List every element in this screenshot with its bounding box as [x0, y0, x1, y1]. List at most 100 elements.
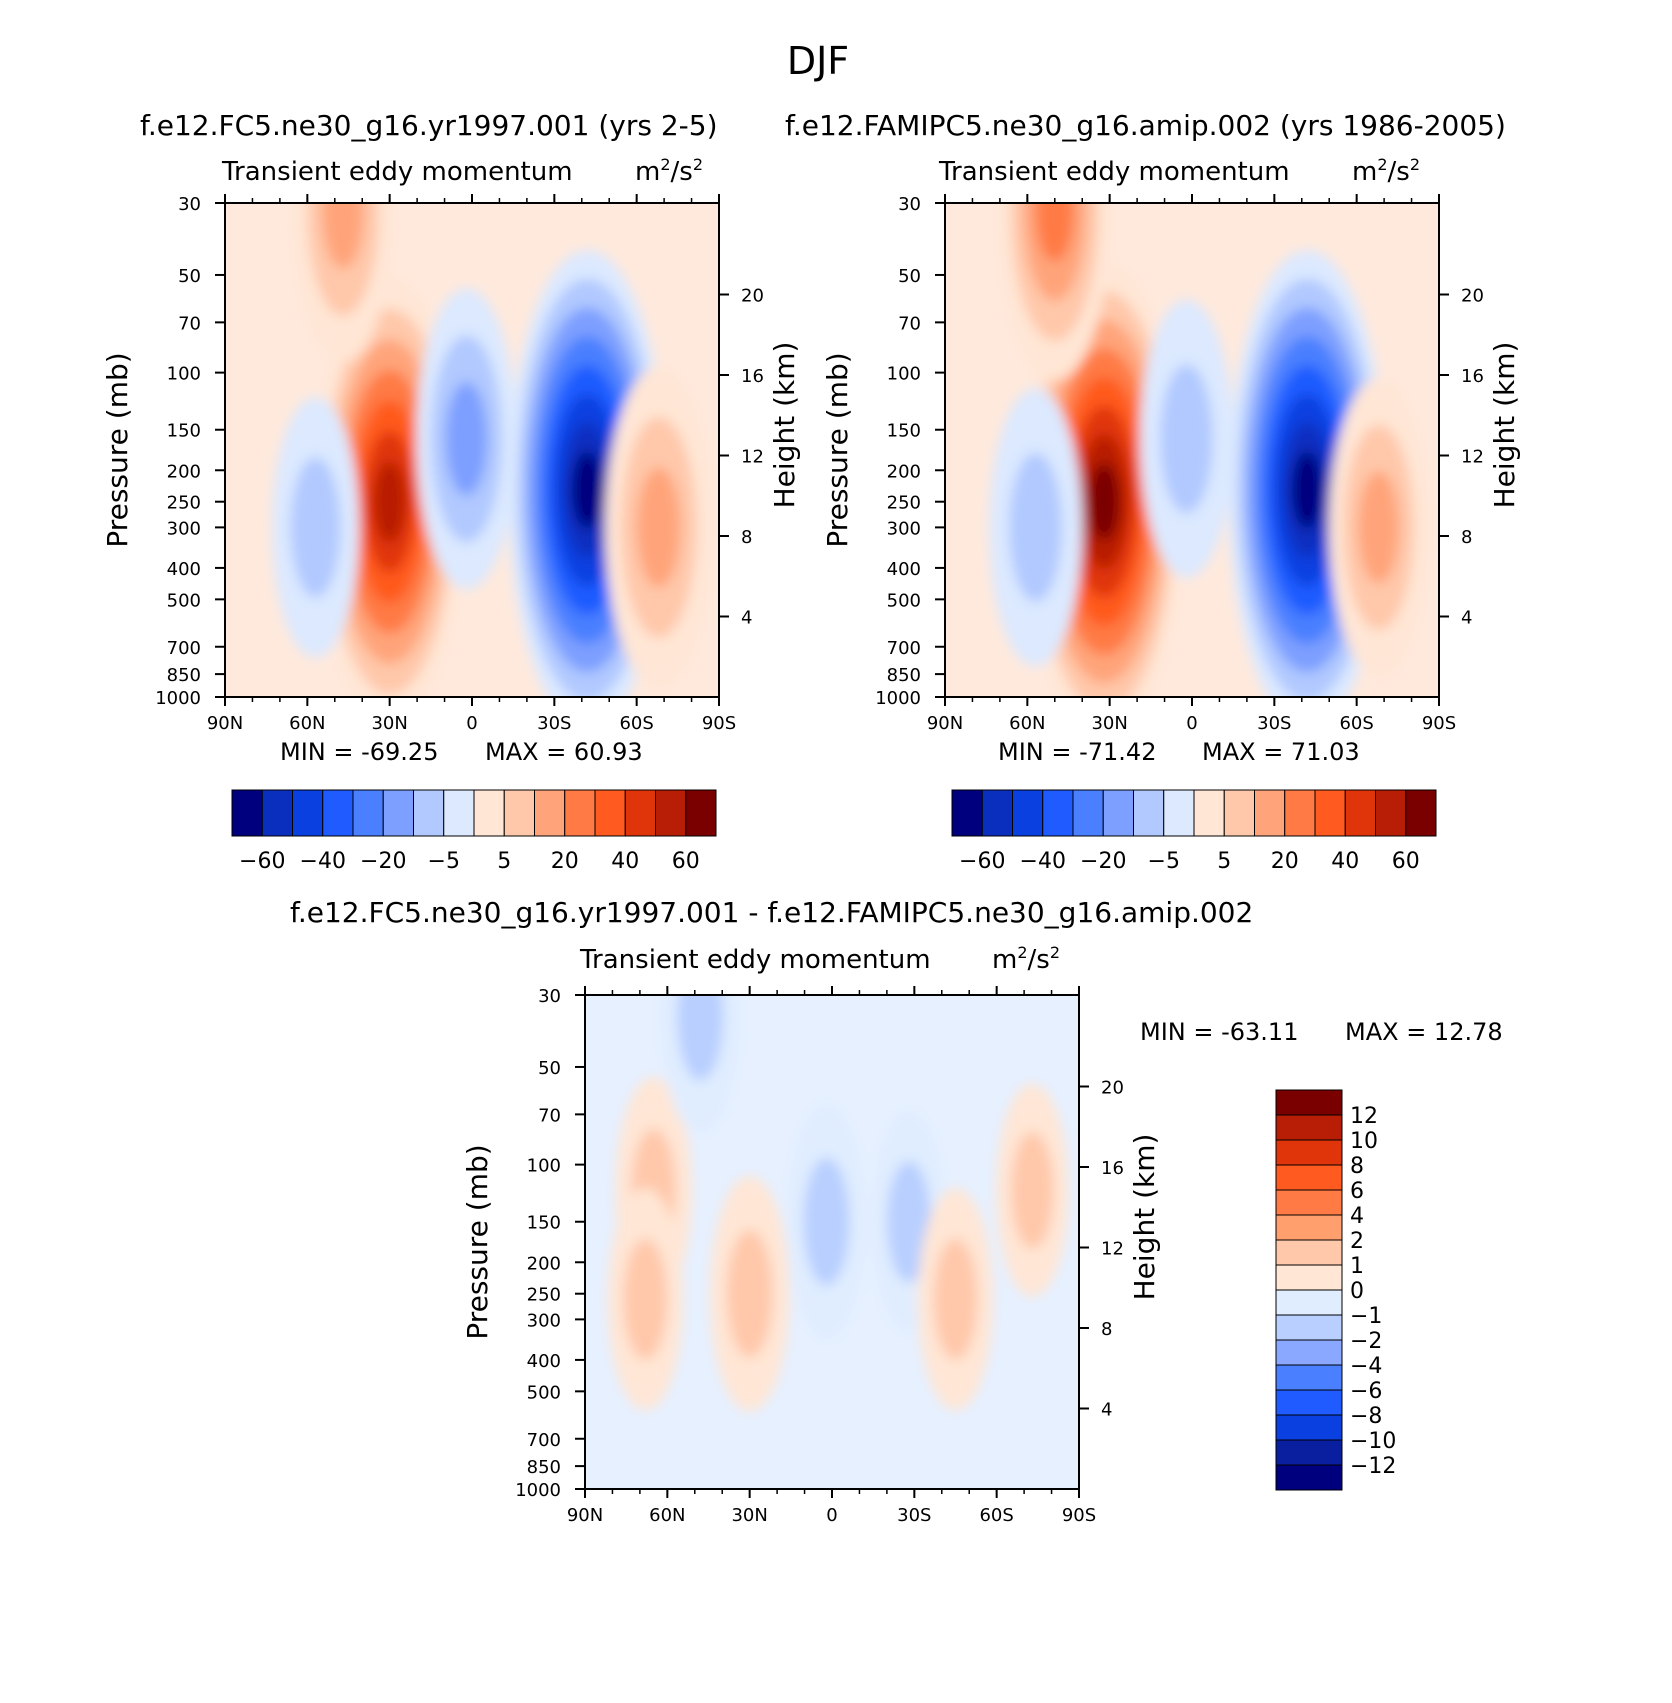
contour-level-positive — [636, 467, 681, 588]
colorbar-label: 20 — [1271, 849, 1299, 874]
colorbar-label: 40 — [1331, 849, 1359, 874]
panel2-subtitle: Transient eddy momentum — [938, 157, 1290, 187]
x-tick-label: 30N — [731, 1505, 767, 1526]
colorbar-box — [951, 789, 983, 837]
x-tick-label: 0 — [826, 1505, 837, 1526]
colorbar-box — [292, 789, 324, 837]
y-tick-label: 700 — [167, 638, 201, 659]
colorbar-control: −60 −40 −20 −5 5 20 40 60 — [231, 789, 717, 874]
colorbar-box — [1275, 1389, 1343, 1416]
contour-level-negative — [677, 995, 724, 1081]
colorbar-box — [1254, 789, 1286, 837]
contour-level-positive — [726, 1229, 773, 1358]
colorbar-label: 8 — [1350, 1154, 1364, 1179]
colorbar-box — [231, 789, 263, 837]
contour-level-positive — [1089, 463, 1120, 541]
y-tick-label: 50 — [898, 266, 921, 287]
colorbar-box — [655, 789, 687, 837]
y-tick-label: 250 — [527, 1285, 561, 1306]
contour-level-positive — [623, 1238, 668, 1360]
y2-tick-label: 20 — [1101, 1077, 1124, 1098]
y-axis-label: Pressure (mb) — [821, 352, 854, 547]
panel-control: 90N 60N 30N 0 30S 60S 90S 30 50 70 100 150 200 250 300… — [101, 194, 801, 734]
y-tick-label: 200 — [527, 1253, 561, 1274]
panel2-max-label: MAX = 71.03 — [1202, 738, 1360, 766]
colorbar-box — [503, 789, 535, 837]
y-tick-label: 250 — [887, 493, 921, 514]
y2-tick-label: 12 — [1101, 1238, 1124, 1259]
y2-axis-label: Height (km) — [1488, 342, 1521, 509]
panel-difference: 90N 60N 30N 0 30S 60S 90S 30 50 70 100 150 200 250 300… — [461, 986, 1161, 1526]
y-tick-label: 200 — [887, 461, 921, 482]
y-tick-label: 100 — [527, 1156, 561, 1177]
y-axis-label: Pressure (mb) — [461, 1144, 494, 1339]
colorbar-label: 60 — [672, 849, 700, 874]
x-tick-label: 30S — [1257, 713, 1291, 734]
colorbar-box — [1314, 789, 1346, 837]
colorbar-label: −5 — [428, 849, 460, 874]
colorbar-label: −4 — [1350, 1354, 1382, 1379]
y2-tick-label: 20 — [741, 285, 764, 306]
colorbar-label: 5 — [1217, 849, 1231, 874]
contour-field — [945, 203, 1439, 697]
y-tick-label: 850 — [527, 1457, 561, 1478]
colorbar-box — [1275, 1239, 1343, 1266]
colorbar-label: 60 — [1392, 849, 1420, 874]
y-tick-label: 250 — [167, 493, 201, 514]
colorbar-box — [1275, 1189, 1343, 1216]
y-tick-label: 150 — [167, 421, 201, 442]
colorbar-box — [352, 789, 384, 837]
x-tick-label: 60N — [649, 1505, 685, 1526]
y-tick-label: 70 — [538, 1105, 561, 1126]
x-tick-label: 90N — [927, 713, 963, 734]
colorbar-box — [1133, 789, 1165, 837]
y-tick-label: 400 — [887, 559, 921, 580]
contour-level-negative — [290, 457, 341, 598]
colorbar-box — [1375, 789, 1407, 837]
colorbar-box — [1275, 1139, 1343, 1166]
colorbar-box — [685, 789, 717, 837]
panel2-min-label: MIN = -71.42 — [998, 738, 1156, 766]
y-tick-label: 1000 — [155, 688, 201, 709]
panel2-units: m2/s2 — [1352, 155, 1420, 187]
y2-tick-label: 4 — [1101, 1399, 1112, 1420]
colorbar-box — [1275, 1464, 1343, 1491]
colorbar-box — [1275, 1264, 1343, 1291]
colorbar-box — [1275, 1289, 1343, 1316]
y-tick-label: 1000 — [875, 688, 921, 709]
y-tick-label: 70 — [178, 313, 201, 334]
colorbar-label: 4 — [1350, 1204, 1364, 1229]
x-tick-label: 90S — [702, 713, 736, 734]
field-blobs — [607, 995, 1069, 1412]
colorbar-box — [473, 789, 505, 837]
colorbar-box — [1405, 789, 1437, 837]
x-tick-label: 60N — [289, 713, 325, 734]
x-tick-label: 30N — [371, 713, 407, 734]
x-tick-label: 0 — [1186, 713, 1197, 734]
colorbar-box — [322, 789, 354, 837]
y2-tick-label: 12 — [1461, 446, 1484, 467]
colorbar-label: −8 — [1350, 1404, 1382, 1429]
colorbar-box — [1275, 1414, 1343, 1441]
y2-tick-label: 16 — [1101, 1158, 1124, 1179]
panel3-min-label: MIN = -63.11 — [1140, 1018, 1298, 1046]
colorbar-box — [413, 789, 445, 837]
colorbar-box — [1275, 1364, 1343, 1391]
contour-level-negative — [887, 1161, 931, 1283]
contour-level-negative — [1292, 451, 1323, 529]
colorbar-label: −6 — [1350, 1379, 1382, 1404]
colorbar-box — [534, 789, 566, 837]
x-tick-label: 60S — [619, 713, 653, 734]
contour-level-positive — [933, 1238, 978, 1360]
colorbar-label: 20 — [551, 849, 579, 874]
colorbar-box — [1284, 789, 1316, 837]
colorbar-box — [1275, 1439, 1343, 1466]
x-tick-label: 90N — [567, 1505, 603, 1526]
x-tick-label: 30N — [1091, 713, 1127, 734]
colorbar-box — [594, 789, 626, 837]
colorbar-label: −12 — [1350, 1454, 1396, 1479]
y-tick-label: 400 — [527, 1351, 561, 1372]
panel3-title: f.e12.FC5.ne30_g16.yr1997.001 - f.e12.FA… — [290, 896, 1253, 929]
y-tick-label: 30 — [178, 194, 201, 215]
